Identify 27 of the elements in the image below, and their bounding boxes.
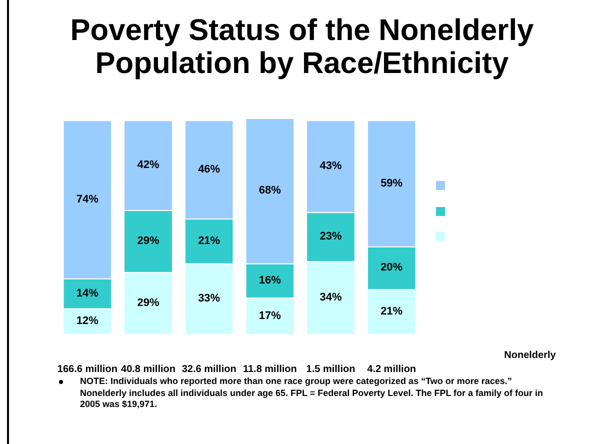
data-label: 17%: [258, 310, 282, 322]
text: Nonelderly: [504, 350, 556, 361]
data-label: 16%: [258, 274, 282, 287]
data-label: 34%: [320, 292, 342, 304]
data-label: 43%: [320, 160, 342, 172]
data-label: 20%: [380, 262, 403, 274]
data-label: 42%: [137, 159, 160, 172]
data-label: 29%: [137, 297, 160, 310]
data-label: 68%: [258, 184, 282, 197]
x-tick-label: 1.5 million: [306, 364, 356, 375]
data-label: 74%: [76, 193, 99, 206]
data-label: 23%: [320, 230, 342, 243]
data-label: 21%: [198, 235, 220, 247]
data-label: 33%: [198, 292, 220, 305]
x-tick-label: 32.6 million: [182, 364, 236, 375]
x-tick-label: 4.2 million: [367, 364, 416, 375]
x-tick-label: 11.8 million: [242, 364, 297, 375]
x-tick-label: 166.6 million: [57, 364, 118, 375]
chart-title: Poverty Status of the Nonelderly Population by Race/Ethnicity: [69, 14, 535, 80]
x-tick-label: 40.8 million: [121, 364, 176, 375]
data-label: 29%: [137, 235, 160, 247]
data-label: 21%: [380, 306, 403, 318]
data-label: 14%: [76, 287, 99, 300]
data-label: 12%: [76, 315, 99, 328]
data-label: 46%: [198, 163, 220, 176]
text: NOTE: Individuals who reported more than one race group were categorized as “Two or more races.” Nonelderly includes all individuals under age 65. FPL = Federal Poverty Level. The FPL for a family of four in 2005 was $19,971.: [80, 376, 544, 410]
data-label: 59%: [380, 177, 403, 190]
